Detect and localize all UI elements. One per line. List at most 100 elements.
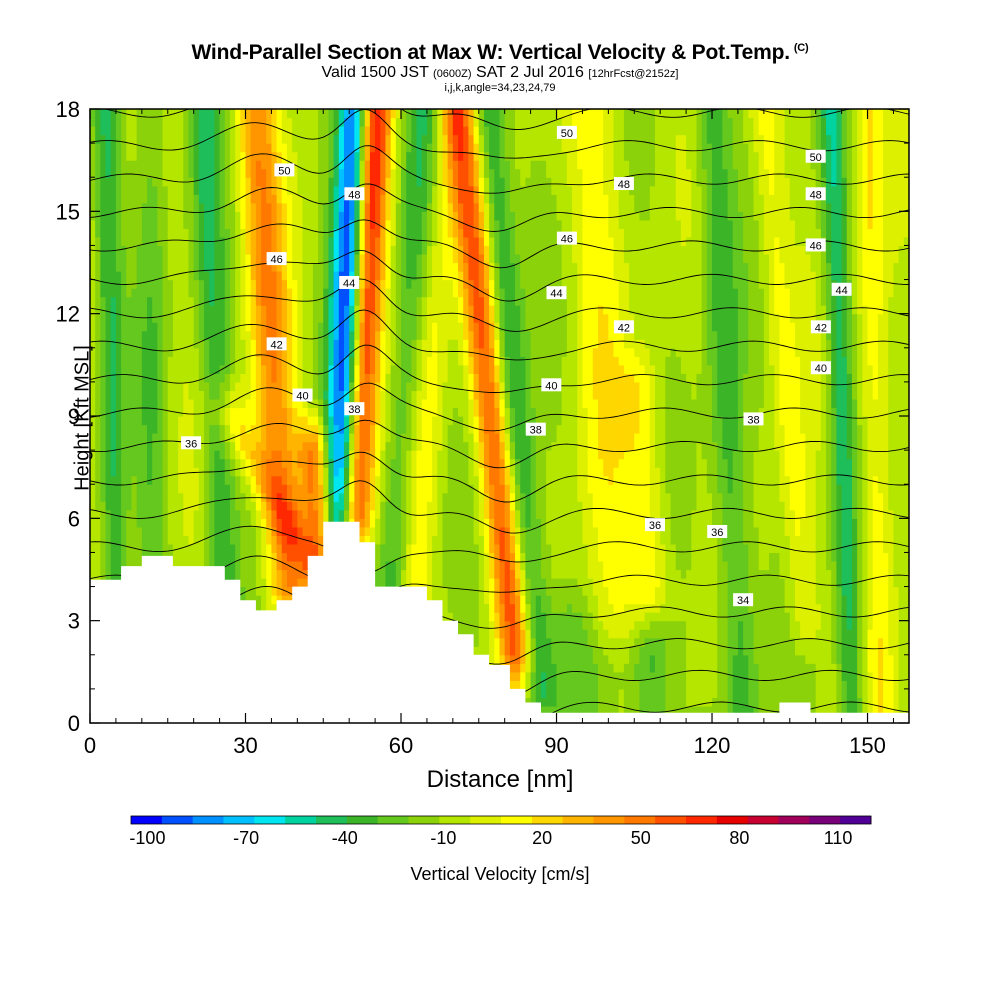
- velocity-cell: [333, 126, 340, 136]
- velocity-cell: [297, 543, 304, 554]
- velocity-cell: [411, 313, 418, 323]
- velocity-cell: [286, 467, 293, 477]
- velocity-cell: [188, 356, 195, 366]
- velocity-cell: [302, 160, 309, 170]
- velocity-cell: [421, 398, 428, 409]
- velocity-cell: [432, 543, 438, 554]
- velocity-cell: [115, 356, 122, 366]
- velocity-cell: [183, 253, 190, 264]
- velocity-cell: [302, 407, 309, 417]
- velocity-cell: [224, 364, 231, 374]
- velocity-cell: [235, 168, 241, 178]
- velocity-cell: [266, 484, 273, 494]
- velocity-cell: [136, 109, 143, 119]
- velocity-cell: [214, 194, 221, 204]
- velocity-cell: [286, 535, 293, 545]
- velocity-cell: [286, 543, 293, 554]
- velocity-cell: [229, 347, 236, 357]
- velocity-cell: [95, 501, 101, 511]
- velocity-cell: [152, 518, 158, 528]
- velocity-cell: [411, 305, 418, 315]
- velocity-cell: [375, 330, 381, 340]
- velocity-cell: [162, 126, 169, 136]
- velocity-cell: [442, 424, 449, 434]
- velocity-cell: [183, 313, 190, 323]
- velocity-cell: [90, 330, 96, 340]
- velocity-cell: [426, 339, 433, 349]
- velocity-cell: [375, 475, 381, 485]
- velocity-cell: [286, 322, 293, 332]
- velocity-cell: [343, 211, 350, 221]
- velocity-cell: [209, 262, 215, 272]
- velocity-cell: [385, 373, 392, 383]
- velocity-cell: [349, 126, 355, 136]
- velocity-cell: [318, 330, 324, 340]
- velocity-cell: [261, 279, 267, 289]
- velocity-cell: [126, 424, 133, 434]
- velocity-cell: [276, 390, 283, 400]
- velocity-cell: [426, 279, 433, 289]
- velocity-cell: [333, 313, 340, 323]
- velocity-cell: [198, 245, 205, 255]
- velocity-cell: [204, 518, 210, 528]
- velocity-cell: [432, 151, 438, 161]
- velocity-cell: [240, 126, 247, 136]
- velocity-cell: [426, 416, 433, 426]
- velocity-cell: [100, 390, 107, 400]
- velocity-cell: [110, 492, 117, 502]
- velocity-cell: [157, 271, 164, 281]
- velocity-cell: [333, 202, 340, 212]
- velocity-cell: [209, 535, 215, 545]
- velocity-cell: [266, 330, 273, 340]
- velocity-cell: [255, 475, 262, 485]
- velocity-cell: [375, 185, 381, 195]
- velocity-cell: [369, 313, 376, 323]
- velocity-cell: [281, 202, 288, 212]
- subtitle-date: SAT 2 Jul 2016: [476, 64, 584, 81]
- velocity-cell: [292, 381, 298, 392]
- velocity-cell: [312, 271, 319, 281]
- velocity-cell: [261, 296, 267, 306]
- velocity-cell: [198, 339, 205, 349]
- velocity-cell: [229, 271, 236, 281]
- velocity-cell: [110, 543, 117, 554]
- velocity-cell: [333, 228, 340, 238]
- velocity-cell: [105, 424, 112, 434]
- velocity-cell: [312, 416, 319, 426]
- velocity-cell: [193, 492, 200, 502]
- velocity-cell: [183, 398, 190, 409]
- velocity-cell: [333, 219, 340, 229]
- velocity-cell: [131, 433, 138, 443]
- velocity-cell: [411, 433, 418, 443]
- velocity-cell: [229, 441, 236, 451]
- velocity-cell: [178, 552, 184, 562]
- velocity-cell: [224, 433, 231, 443]
- velocity-cell: [198, 433, 205, 443]
- velocity-cell: [390, 228, 397, 238]
- velocity-cell: [245, 407, 252, 417]
- velocity-cell: [219, 390, 226, 400]
- velocity-cell: [245, 143, 252, 153]
- velocity-cell: [266, 560, 273, 571]
- velocity-cell: [369, 407, 376, 417]
- velocity-cell: [250, 168, 257, 178]
- velocity-cell: [343, 501, 350, 511]
- velocity-cell: [307, 526, 314, 536]
- velocity-cell: [406, 441, 412, 451]
- velocity-cell: [147, 279, 153, 289]
- velocity-cell: [333, 143, 340, 153]
- velocity-cell: [286, 552, 293, 562]
- velocity-cell: [240, 475, 247, 485]
- velocity-cell: [198, 296, 205, 306]
- velocity-cell: [401, 296, 407, 306]
- velocity-cell: [421, 117, 428, 127]
- velocity-cell: [364, 177, 371, 187]
- velocity-cell: [411, 364, 418, 374]
- velocity-cell: [286, 117, 293, 127]
- velocity-cell: [395, 552, 402, 562]
- velocity-cell: [297, 160, 304, 170]
- velocity-cell: [214, 356, 221, 366]
- velocity-cell: [245, 560, 252, 571]
- velocity-cell: [90, 168, 96, 178]
- velocity-cell: [224, 143, 231, 153]
